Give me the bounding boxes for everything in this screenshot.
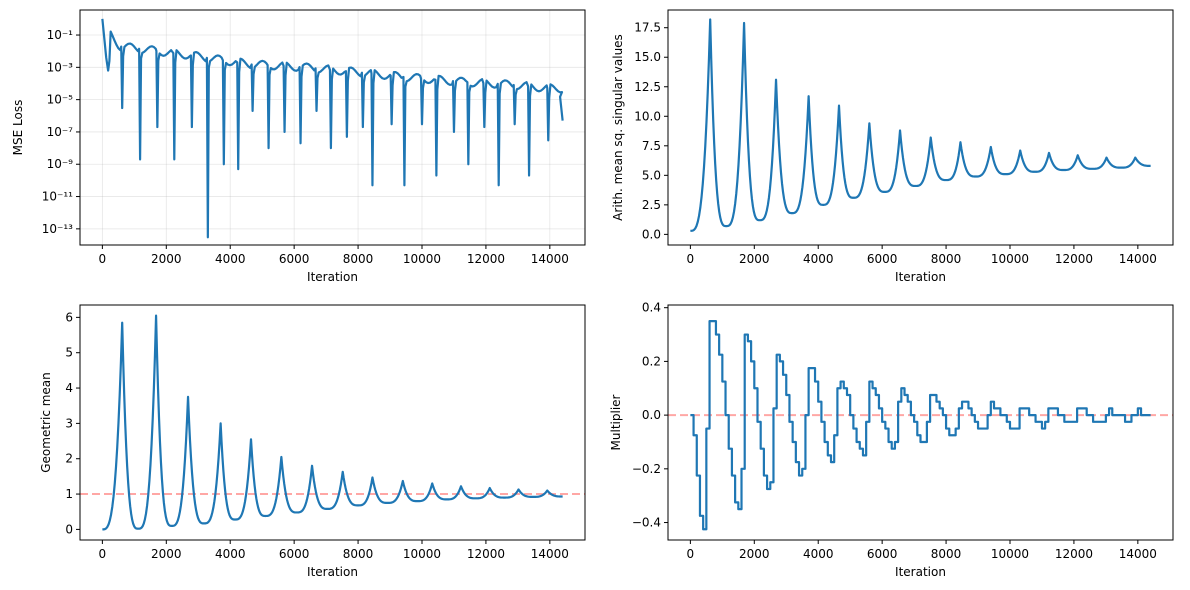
x-tick-label: 6000: [867, 252, 898, 266]
y-axis-label: Geometric mean: [39, 372, 53, 473]
axes-frame: [79, 9, 586, 246]
y-tick-label: 10⁻⁹: [47, 157, 74, 171]
y-tick-label: 6: [65, 310, 73, 324]
y-tick-label: 10⁻¹³: [42, 222, 73, 236]
y-tick-label: 10⁻⁷: [47, 125, 74, 139]
x-tick-label: 8000: [931, 547, 962, 561]
panel-geometric-mean: 0 2000 4000 6000 8000 10000 12000 14000 0 1 2 3 4 5 6 I…: [39, 304, 586, 579]
panel-arith-mean-sq-singular-values: 0 2000 4000 6000 8000 10000 12000 14000 0.0 2.5 5.…: [611, 9, 1174, 284]
x-tick-label: 14000: [531, 547, 569, 561]
series-line: [690, 18, 1151, 232]
y-tick-label: 2: [65, 452, 73, 466]
x-tick-label: 10000: [991, 547, 1029, 561]
panel-multiplier: 0 2000 4000 6000 8000 10000 12000 14000 −0.4 −0.2…: [609, 301, 1174, 579]
axes-frame: [79, 304, 586, 541]
x-tick-label: 6000: [867, 547, 898, 561]
x-tick-label: 14000: [1119, 547, 1157, 561]
x-axis-label: Iteration: [895, 565, 946, 579]
y-tick-label: −0.2: [632, 462, 661, 476]
axes-frame: [667, 304, 1174, 541]
y-tick-label: 1: [65, 487, 73, 501]
x-tick-label: 0: [687, 547, 695, 561]
y-tick-label: −0.4: [632, 516, 661, 530]
panel-mse-loss: 0 2000 4000 6000 8000 10000 12000 14000 10⁻¹³ 10⁻…: [11, 9, 586, 284]
y-tick-label: 10⁻¹¹: [42, 190, 73, 204]
y-axis-label: MSE Loss: [11, 100, 25, 156]
y-tick-label: 0.0: [642, 227, 661, 241]
x-tick-label: 2000: [151, 547, 182, 561]
x-tick-label: 0: [99, 252, 107, 266]
x-tick-label: 12000: [467, 252, 505, 266]
y-tick-label: 10⁻¹: [47, 28, 74, 42]
y-tick-label: 5: [65, 346, 73, 360]
x-tick-label: 6000: [279, 547, 310, 561]
x-axis-label: Iteration: [895, 270, 946, 284]
x-tick-label: 10000: [991, 252, 1029, 266]
y-axis-label: Arith. mean sq. singular values: [611, 34, 625, 221]
x-tick-label: 10000: [403, 547, 441, 561]
x-tick-label: 8000: [343, 252, 374, 266]
x-tick-label: 2000: [739, 547, 770, 561]
x-tick-label: 4000: [803, 547, 834, 561]
y-tick-label: 4: [65, 381, 73, 395]
y-tick-label: 0: [65, 522, 73, 536]
y-tick-label: 5.0: [642, 168, 661, 182]
series-line: [101, 18, 564, 239]
x-tick-label: 6000: [279, 252, 310, 266]
y-tick-label: 12.5: [634, 80, 661, 94]
x-tick-label: 2000: [739, 252, 770, 266]
x-tick-label: 12000: [1055, 252, 1093, 266]
x-tick-label: 8000: [931, 252, 962, 266]
y-tick-label: 17.5: [634, 21, 661, 35]
x-tick-label: 4000: [215, 252, 246, 266]
x-tick-label: 0: [99, 547, 107, 561]
x-tick-label: 0: [687, 252, 695, 266]
x-tick-label: 2000: [151, 252, 182, 266]
series-line: [690, 320, 1151, 531]
x-tick-label: 8000: [343, 547, 374, 561]
x-tick-label: 12000: [1055, 547, 1093, 561]
series-line: [102, 314, 563, 531]
x-axis-label: Iteration: [307, 270, 358, 284]
y-tick-label: 7.5: [642, 139, 661, 153]
y-tick-label: 0.2: [642, 354, 661, 368]
axes-frame: [667, 9, 1174, 246]
y-tick-label: 3: [65, 416, 73, 430]
y-tick-label: 10⁻³: [47, 60, 74, 74]
x-tick-label: 14000: [531, 252, 569, 266]
y-axis-label: Multiplier: [609, 394, 623, 450]
y-tick-label: 10⁻⁵: [47, 93, 74, 107]
x-axis-label: Iteration: [307, 565, 358, 579]
y-tick-label: 15.0: [634, 50, 661, 64]
y-tick-label: 10.0: [634, 109, 661, 123]
x-tick-label: 12000: [467, 547, 505, 561]
y-tick-label: 0.0: [642, 408, 661, 422]
x-tick-label: 10000: [403, 252, 441, 266]
x-tick-label: 4000: [803, 252, 834, 266]
y-tick-label: 2.5: [642, 198, 661, 212]
y-tick-label: 0.4: [642, 301, 661, 315]
x-tick-label: 4000: [215, 547, 246, 561]
x-tick-label: 14000: [1119, 252, 1157, 266]
